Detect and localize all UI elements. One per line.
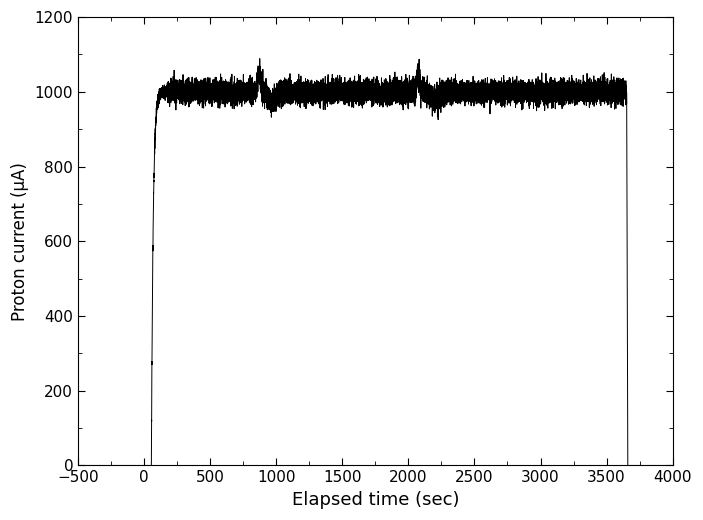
X-axis label: Elapsed time (sec): Elapsed time (sec) <box>292 491 459 509</box>
Y-axis label: Proton current (μA): Proton current (μA) <box>11 162 29 321</box>
